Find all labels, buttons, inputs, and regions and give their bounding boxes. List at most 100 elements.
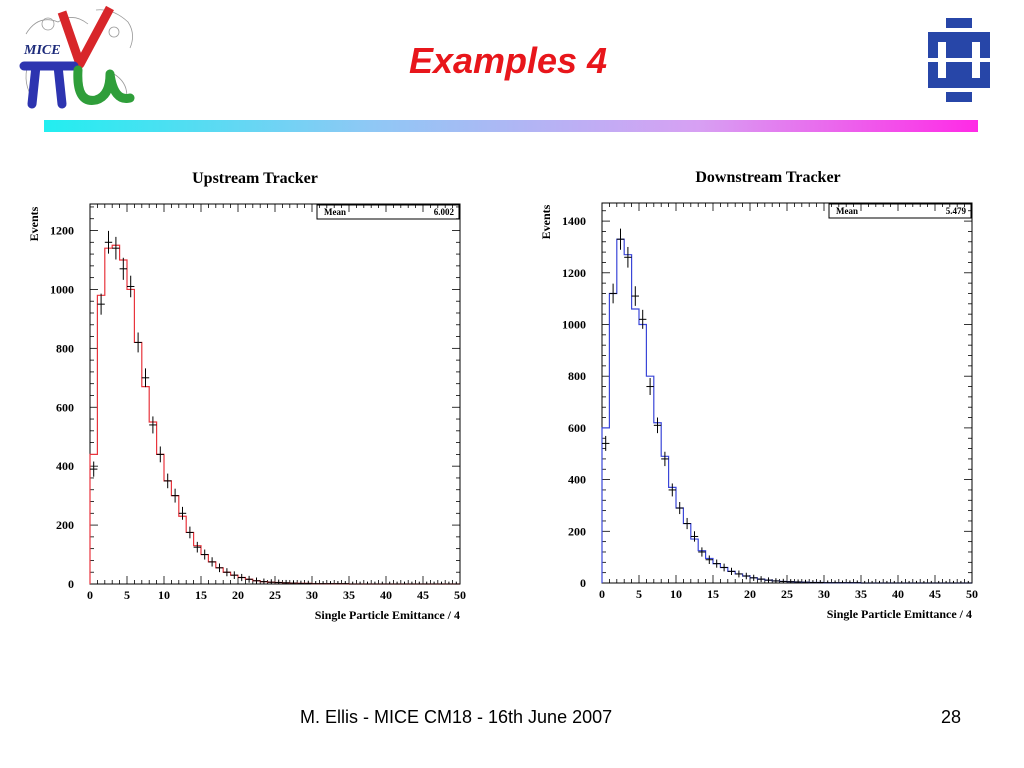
- data-point: [386, 581, 394, 585]
- y-axis-label: Events: [27, 206, 41, 241]
- data-point: [215, 563, 224, 573]
- y-tick-label: 400: [568, 473, 586, 487]
- data-point: [201, 549, 209, 560]
- logo-mice-text: MICE: [23, 43, 61, 58]
- data-point: [134, 332, 142, 353]
- y-tick-label: 1000: [50, 282, 74, 296]
- x-tick-label: 35: [343, 588, 355, 602]
- data-point: [437, 581, 446, 585]
- x-tick-label: 45: [417, 588, 429, 602]
- data-point: [898, 580, 906, 584]
- data-point: [127, 275, 135, 298]
- data-point: [326, 581, 335, 585]
- data-point: [609, 283, 617, 304]
- data-point: [920, 580, 928, 584]
- y-tick-label: 800: [568, 369, 586, 383]
- data-point: [764, 577, 773, 583]
- x-tick-label: 40: [380, 588, 392, 602]
- data-point: [141, 368, 150, 388]
- stats-box: Mean 6.002: [316, 204, 460, 220]
- data-point: [90, 461, 98, 477]
- data-point: [787, 579, 795, 583]
- y-tick-label: 200: [568, 524, 586, 538]
- data-point: [624, 246, 632, 268]
- y-tick-label: 0: [68, 577, 74, 591]
- data-point: [452, 581, 460, 585]
- data-point: [260, 578, 268, 584]
- data-point: [942, 580, 950, 584]
- data-point: [905, 580, 913, 584]
- data-point: [949, 580, 958, 584]
- data-point: [156, 446, 164, 463]
- data-point: [653, 417, 662, 434]
- data-point: [282, 579, 290, 584]
- x-tick-label: 25: [781, 587, 793, 601]
- stats-label: Mean: [836, 206, 858, 216]
- data-point: [890, 580, 898, 584]
- data-point: [193, 541, 201, 553]
- slide-title: Examples 4: [408, 40, 608, 81]
- fermilab-logo: [928, 18, 990, 102]
- x-tick-label: 10: [158, 588, 170, 602]
- data-point: [104, 230, 113, 254]
- data-point: [238, 573, 246, 582]
- data-point: [319, 581, 327, 585]
- data-point: [639, 309, 647, 329]
- histogram-series-line: [601, 238, 972, 584]
- data-point: [400, 581, 409, 585]
- stats-label: Mean: [324, 207, 346, 217]
- data-point: [816, 580, 824, 583]
- data-point: [423, 581, 431, 585]
- y-tick-label: 1400: [562, 214, 586, 228]
- data-point: [97, 293, 105, 315]
- data-point: [809, 580, 817, 583]
- data-point: [408, 581, 416, 585]
- data-point: [713, 559, 721, 568]
- stats-value: 6.002: [434, 207, 455, 217]
- data-point: [363, 581, 372, 585]
- plot-frame: [601, 202, 973, 584]
- y-tick-label: 1200: [562, 266, 586, 280]
- data-point: [757, 576, 765, 583]
- y-tick-label: 200: [56, 518, 74, 532]
- data-point: [772, 578, 780, 583]
- x-tick-label: 0: [87, 588, 93, 602]
- y-tick-label: 600: [56, 400, 74, 414]
- x-tick-label: 30: [818, 587, 830, 601]
- y-tick-label: 400: [56, 459, 74, 473]
- data-point: [171, 488, 179, 503]
- y-tick-label: 0: [580, 576, 586, 590]
- title-divider-rule: [44, 120, 978, 132]
- slide-footer: M. Ellis - MICE CM18 - 16th June 2007: [300, 707, 613, 727]
- mice-logo: MICE: [18, 4, 140, 110]
- data-point: [883, 580, 891, 584]
- data-point: [602, 435, 610, 451]
- upstream-tracker-plot: Upstream Tracker Events Single Particle …: [8, 160, 478, 630]
- data-point: [927, 580, 935, 584]
- x-tick-label: 5: [636, 587, 642, 601]
- data-point: [824, 580, 832, 584]
- data-point: [223, 568, 231, 577]
- data-point: [838, 580, 847, 584]
- data-point: [690, 531, 699, 542]
- data-point: [676, 502, 684, 515]
- data-point: [868, 580, 876, 584]
- data-point: [935, 580, 943, 584]
- data-point: [349, 581, 357, 585]
- logo-nu-shape: [57, 5, 114, 69]
- data-point: [415, 581, 423, 585]
- data-point: [831, 580, 839, 584]
- x-tick-label: 50: [966, 587, 978, 601]
- data-point: [304, 580, 312, 584]
- data-point: [750, 574, 758, 581]
- x-tick-label: 20: [744, 587, 756, 601]
- data-point: [378, 581, 386, 585]
- data-point: [912, 580, 921, 584]
- y-tick-label: 600: [568, 421, 586, 435]
- data-point: [149, 416, 157, 434]
- downstream-tracker-plot: Downstream Tracker Events Single Particl…: [520, 160, 990, 630]
- data-point: [230, 571, 238, 579]
- data-point: [119, 257, 127, 280]
- data-point: [742, 572, 750, 580]
- data-point: [861, 580, 869, 584]
